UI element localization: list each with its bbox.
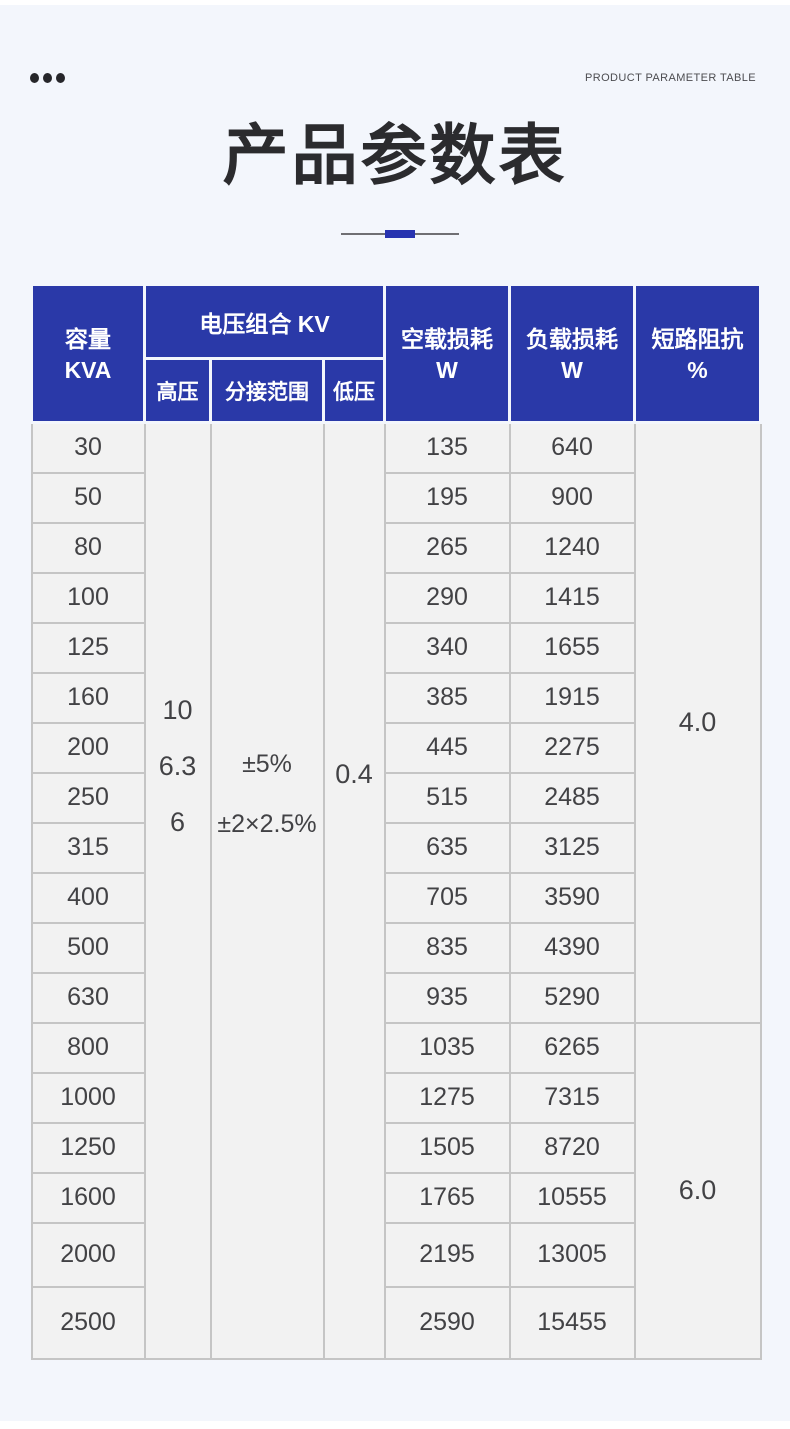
table-row: 250 515 2485 — [30, 771, 761, 824]
tap-range-value: ±5% — [242, 750, 292, 778]
capacity-cell: 50 — [30, 471, 146, 524]
capacity-cell: 80 — [30, 521, 146, 574]
noload-loss-cell: 1505 — [383, 1121, 511, 1174]
table-row: 30 10 6.3 6 ±5% ±2×2.5% 0.4 135 640 4.0 — [30, 421, 762, 1360]
eyebrow-label: PRODUCT PARAMETER TABLE — [585, 72, 756, 84]
load-loss-cell: 1655 — [508, 621, 636, 674]
high-voltage-merged-cell: 10 6.3 6 — [143, 421, 212, 1360]
capacity-cell: 400 — [30, 871, 146, 924]
page-title: 产品参数表 — [222, 118, 568, 192]
table-row: 630 935 5290 — [30, 971, 761, 1024]
table-row: 1250 1505 8720 — [30, 1121, 761, 1174]
header-capacity: 容量 KVA — [30, 283, 146, 424]
noload-loss-cell: 515 — [383, 771, 511, 824]
load-loss-cell: 15455 — [508, 1285, 636, 1360]
load-loss-cell: 1240 — [508, 521, 636, 574]
high-voltage-value: 6.3 — [158, 751, 197, 781]
noload-loss-cell: 705 — [383, 871, 511, 924]
table-row: 315 635 3125 — [30, 821, 761, 874]
impedance-top-cell: 4.0 — [633, 421, 762, 1024]
low-voltage-value: 0.4 — [335, 759, 373, 789]
noload-loss-cell: 1765 — [383, 1171, 511, 1224]
load-loss-cell: 2275 — [508, 721, 636, 774]
load-loss-cell: 5290 — [508, 971, 636, 1024]
noload-loss-cell: 135 — [383, 421, 511, 474]
noload-loss-cell: 635 — [383, 821, 511, 874]
header-voltage-group: 电压组合 KV — [142, 283, 387, 360]
header-impedance: 短路阻抗 % — [633, 283, 763, 424]
table-row: 1000 1275 7315 — [30, 1071, 761, 1124]
tap-range-merged-cell: ±5% ±2×2.5% — [209, 421, 325, 1360]
capacity-cell: 1250 — [30, 1121, 146, 1174]
table-row: 160 385 1915 — [30, 671, 761, 724]
load-loss-cell: 3125 — [508, 821, 636, 874]
noload-loss-cell: 265 — [383, 521, 511, 574]
capacity-cell: 315 — [30, 821, 146, 874]
capacity-cell: 100 — [30, 571, 146, 624]
noload-loss-cell: 340 — [383, 621, 511, 674]
load-loss-cell: 2485 — [508, 771, 636, 824]
load-loss-cell: 900 — [508, 471, 636, 524]
noload-loss-cell: 1275 — [383, 1071, 511, 1124]
title-divider — [341, 230, 459, 238]
capacity-cell: 1000 — [30, 1071, 146, 1124]
table-row: 800 1035 6265 6.0 — [30, 1021, 762, 1360]
ellipsis-dots-icon — [30, 73, 65, 83]
capacity-cell: 30 — [30, 421, 146, 474]
subheader-high-voltage: 高压 — [143, 357, 212, 424]
noload-loss-cell: 2195 — [383, 1221, 511, 1288]
load-loss-cell: 8720 — [508, 1121, 636, 1174]
header-load-loss: 负载损耗 W — [508, 283, 637, 424]
capacity-cell: 630 — [30, 971, 146, 1024]
load-loss-cell: 7315 — [508, 1071, 636, 1124]
noload-loss-cell: 2590 — [383, 1285, 511, 1360]
table-row: 100 290 1415 — [30, 571, 761, 624]
header-noload-loss: 空载损耗 W — [383, 283, 512, 424]
table-row: 80 265 1240 — [30, 521, 761, 574]
table-row: 400 705 3590 — [30, 871, 761, 924]
capacity-cell: 250 — [30, 771, 146, 824]
capacity-cell: 160 — [30, 671, 146, 724]
tap-range-value: ±2×2.5% — [217, 810, 317, 838]
capacity-cell: 2000 — [30, 1221, 146, 1288]
capacity-cell: 1600 — [30, 1171, 146, 1224]
load-loss-cell: 13005 — [508, 1221, 636, 1288]
load-loss-cell: 1415 — [508, 571, 636, 624]
divider-accent-square — [385, 230, 415, 238]
table-row: 1600 1765 10555 — [30, 1171, 761, 1224]
capacity-cell: 200 — [30, 721, 146, 774]
capacity-cell: 2500 — [30, 1285, 146, 1360]
capacity-cell: 800 — [30, 1021, 146, 1074]
noload-loss-cell: 445 — [383, 721, 511, 774]
high-voltage-value: 10 — [162, 695, 193, 725]
table-row: 2500 2590 15455 — [30, 1285, 761, 1360]
parameter-table: 容量 KVA 电压组合 KV 空载损耗 W 负载损耗 W 短路阻抗 % 高压 分… — [30, 283, 763, 1360]
noload-loss-cell: 195 — [383, 471, 511, 524]
table-row: 50 195 900 — [30, 471, 761, 524]
noload-loss-cell: 385 — [383, 671, 511, 724]
noload-loss-cell: 290 — [383, 571, 511, 624]
noload-loss-cell: 835 — [383, 921, 511, 974]
high-voltage-value: 6 — [169, 807, 186, 837]
low-voltage-merged-cell: 0.4 — [322, 421, 386, 1360]
subheader-tap-range: 分接范围 — [209, 357, 325, 424]
capacity-cell: 500 — [30, 921, 146, 974]
subheader-low-voltage: 低压 — [321, 357, 387, 424]
table-row: 2000 2195 13005 — [30, 1221, 761, 1288]
impedance-bottom-cell: 6.0 — [633, 1021, 762, 1360]
load-loss-cell: 1915 — [508, 671, 636, 724]
load-loss-cell: 10555 — [508, 1171, 636, 1224]
table-row: 500 835 4390 — [30, 921, 761, 974]
load-loss-cell: 640 — [508, 421, 636, 474]
load-loss-cell: 4390 — [508, 921, 636, 974]
top-white-strip — [0, 0, 790, 5]
capacity-cell: 125 — [30, 621, 146, 674]
noload-loss-cell: 935 — [383, 971, 511, 1024]
table-row: 200 445 2275 — [30, 721, 761, 774]
bottom-white-strip — [0, 1421, 790, 1429]
noload-loss-cell: 1035 — [383, 1021, 511, 1074]
load-loss-cell: 3590 — [508, 871, 636, 924]
table-row: 125 340 1655 — [30, 621, 761, 674]
load-loss-cell: 6265 — [508, 1021, 636, 1074]
